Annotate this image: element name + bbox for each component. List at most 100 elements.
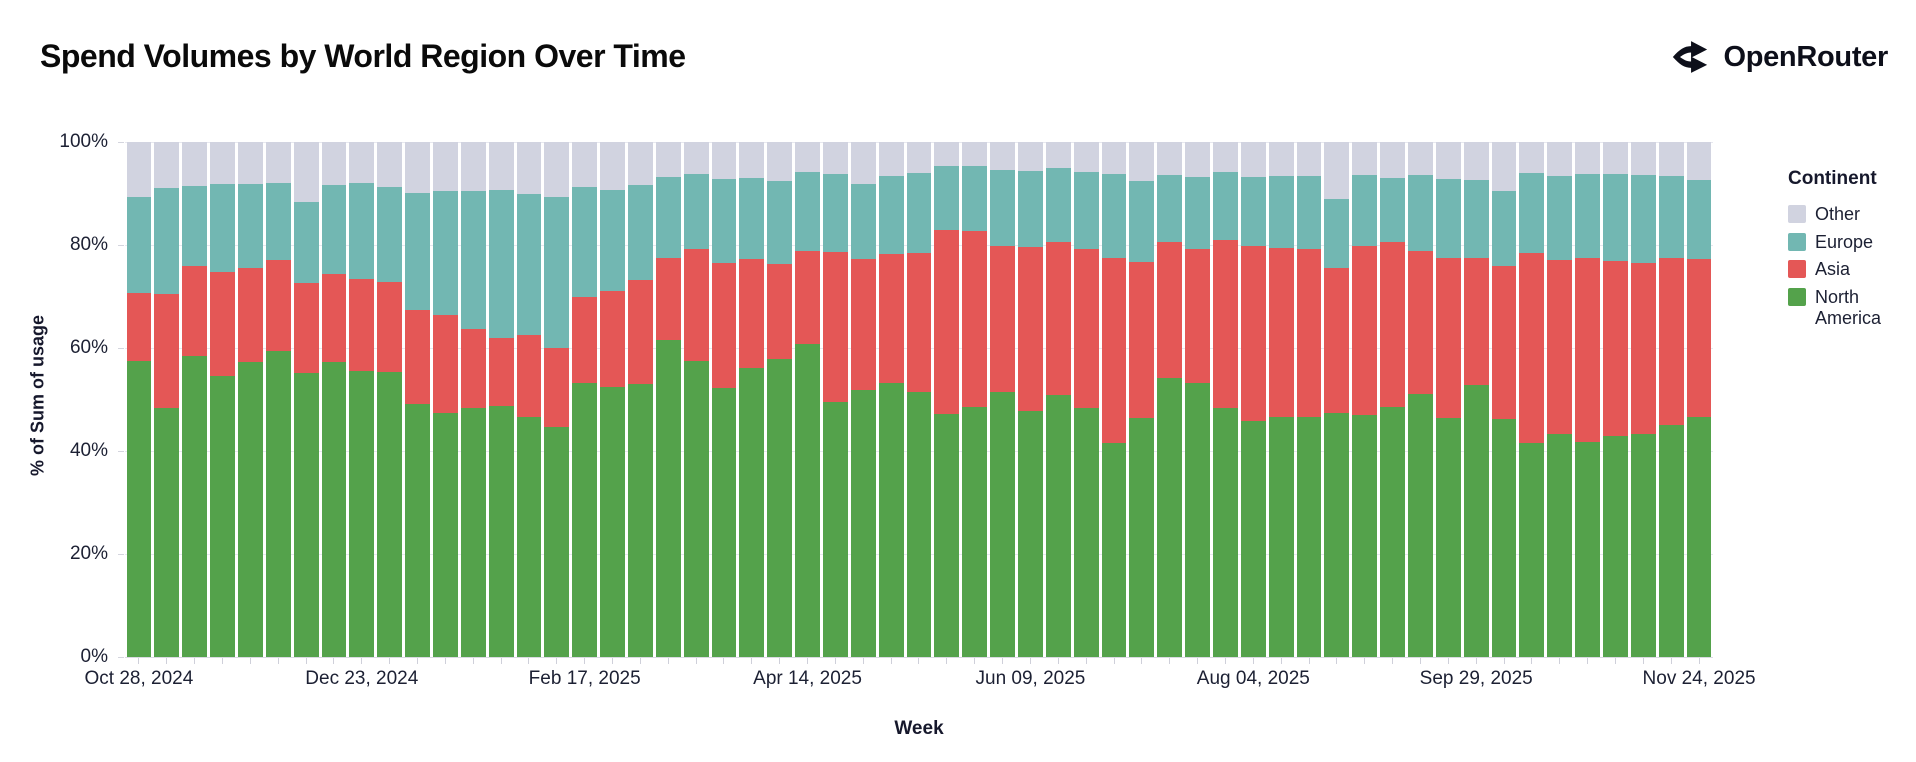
stacked-bar-may-12-2025[interactable] bbox=[906, 142, 932, 657]
bar-segment-asia[interactable] bbox=[1213, 240, 1238, 408]
bar-segment-other[interactable] bbox=[850, 142, 876, 184]
bar-segment-europe[interactable] bbox=[432, 191, 458, 315]
bar-segment-north-america[interactable] bbox=[1073, 407, 1099, 657]
bar-segment-north-america[interactable] bbox=[1575, 442, 1601, 657]
stacked-bar-dec-02-2024[interactable] bbox=[265, 142, 291, 657]
bar-segment-other[interactable] bbox=[906, 142, 932, 174]
stacked-bar-oct-28-2024[interactable] bbox=[126, 142, 152, 657]
stacked-bar-jul-28-2025[interactable] bbox=[1213, 142, 1238, 657]
bar-segment-europe[interactable] bbox=[1240, 177, 1266, 246]
bar-segment-asia[interactable] bbox=[655, 257, 681, 341]
bar-segment-north-america[interactable] bbox=[1296, 416, 1322, 657]
bar-segment-asia[interactable] bbox=[154, 293, 180, 409]
bar-segment-other[interactable] bbox=[1463, 142, 1489, 180]
bar-segment-asia[interactable] bbox=[850, 259, 876, 390]
bar-segment-other[interactable] bbox=[1658, 142, 1684, 177]
bar-segment-asia[interactable] bbox=[1268, 247, 1294, 417]
bar-segment-europe[interactable] bbox=[1073, 171, 1099, 250]
bar-segment-europe[interactable] bbox=[1185, 177, 1211, 249]
bar-segment-north-america[interactable] bbox=[126, 361, 152, 657]
bar-segment-other[interactable] bbox=[962, 142, 988, 166]
bar-segment-europe[interactable] bbox=[377, 187, 403, 283]
bar-segment-asia[interactable] bbox=[182, 265, 208, 356]
bar-segment-asia[interactable] bbox=[126, 293, 152, 362]
bar-segment-europe[interactable] bbox=[878, 176, 904, 255]
bar-segment-asia[interactable] bbox=[1129, 262, 1155, 419]
bar-segment-other[interactable] bbox=[154, 142, 180, 189]
bar-segment-asia[interactable] bbox=[265, 260, 291, 352]
bar-segment-other[interactable] bbox=[265, 142, 291, 184]
bar-segment-asia[interactable] bbox=[1491, 265, 1517, 420]
bar-segment-north-america[interactable] bbox=[349, 370, 375, 657]
stacked-bar-aug-18-2025[interactable] bbox=[1296, 142, 1322, 657]
bar-segment-asia[interactable] bbox=[600, 291, 625, 388]
bar-segment-europe[interactable] bbox=[627, 184, 653, 281]
bar-segment-asia[interactable] bbox=[1380, 242, 1406, 408]
bar-segment-europe[interactable] bbox=[711, 178, 737, 264]
bar-segment-europe[interactable] bbox=[934, 165, 960, 231]
bar-segment-asia[interactable] bbox=[544, 347, 570, 427]
bar-segment-europe[interactable] bbox=[460, 191, 486, 330]
stacked-bar-dec-23-2024[interactable] bbox=[349, 142, 375, 657]
bar-segment-asia[interactable] bbox=[1185, 248, 1211, 383]
bar-segment-north-america[interactable] bbox=[1240, 421, 1266, 657]
bar-segment-europe[interactable] bbox=[1463, 179, 1489, 259]
bar-segment-north-america[interactable] bbox=[878, 382, 904, 657]
bar-segment-north-america[interactable] bbox=[1018, 410, 1043, 657]
stacked-bar-nov-18-2024[interactable] bbox=[210, 142, 235, 657]
bar-segment-north-america[interactable] bbox=[432, 412, 458, 657]
bar-segment-asia[interactable] bbox=[1519, 252, 1545, 444]
bar-segment-north-america[interactable] bbox=[182, 355, 208, 657]
bar-segment-other[interactable] bbox=[1575, 142, 1601, 174]
stacked-bar-oct-06-2025[interactable] bbox=[1491, 142, 1517, 657]
bar-segment-asia[interactable] bbox=[1073, 249, 1099, 408]
bar-segment-north-america[interactable] bbox=[265, 351, 291, 657]
bar-segment-asia[interactable] bbox=[990, 245, 1015, 392]
bar-segment-asia[interactable] bbox=[1101, 258, 1127, 444]
bar-segment-europe[interactable] bbox=[990, 169, 1015, 246]
stacked-bar-feb-24-2025[interactable] bbox=[600, 142, 625, 657]
stacked-bar-jun-16-2025[interactable] bbox=[1045, 142, 1071, 657]
bar-segment-europe[interactable] bbox=[850, 183, 876, 260]
bar-segment-other[interactable] bbox=[795, 142, 820, 172]
bar-segment-north-america[interactable] bbox=[544, 426, 570, 657]
stacked-bar-dec-16-2024[interactable] bbox=[321, 142, 347, 657]
bar-segment-europe[interactable] bbox=[1435, 178, 1461, 259]
stacked-bar-sep-01-2025[interactable] bbox=[1352, 142, 1378, 657]
bar-segment-asia[interactable] bbox=[293, 283, 319, 374]
bar-segment-europe[interactable] bbox=[154, 188, 180, 294]
bar-segment-other[interactable] bbox=[767, 142, 793, 181]
stacked-bar-may-26-2025[interactable] bbox=[962, 142, 988, 657]
stacked-bar-aug-04-2025[interactable] bbox=[1240, 142, 1266, 657]
bar-segment-asia[interactable] bbox=[1324, 268, 1350, 413]
bar-segment-other[interactable] bbox=[516, 142, 542, 195]
bar-segment-other[interactable] bbox=[822, 142, 848, 175]
bar-segment-other[interactable] bbox=[1018, 142, 1043, 171]
bar-segment-europe[interactable] bbox=[1491, 191, 1517, 266]
bar-segment-north-america[interactable] bbox=[1352, 415, 1378, 657]
bar-segment-asia[interactable] bbox=[405, 309, 430, 404]
bar-segment-asia[interactable] bbox=[1408, 251, 1433, 395]
bar-segment-other[interactable] bbox=[182, 142, 208, 186]
bar-segment-europe[interactable] bbox=[126, 197, 152, 294]
bar-segment-other[interactable] bbox=[990, 142, 1015, 170]
bar-segment-north-america[interactable] bbox=[516, 416, 542, 657]
bar-segment-europe[interactable] bbox=[572, 186, 598, 297]
bar-segment-other[interactable] bbox=[1603, 142, 1628, 175]
bar-segment-europe[interactable] bbox=[349, 182, 375, 280]
bar-segment-other[interactable] bbox=[1380, 142, 1406, 178]
bar-segment-asia[interactable] bbox=[1658, 257, 1684, 425]
bar-segment-other[interactable] bbox=[1630, 142, 1656, 175]
bar-segment-north-america[interactable] bbox=[711, 388, 737, 657]
bar-segment-europe[interactable] bbox=[265, 183, 291, 261]
bar-segment-asia[interactable] bbox=[1435, 258, 1461, 418]
bar-segment-europe[interactable] bbox=[544, 196, 570, 348]
bar-segment-europe[interactable] bbox=[795, 171, 820, 252]
bar-segment-europe[interactable] bbox=[1157, 174, 1183, 242]
bar-segment-europe[interactable] bbox=[1408, 174, 1433, 252]
bar-segment-asia[interactable] bbox=[711, 263, 737, 389]
bar-segment-asia[interactable] bbox=[432, 314, 458, 413]
bar-segment-asia[interactable] bbox=[1463, 258, 1489, 386]
bar-segment-north-america[interactable] bbox=[1157, 377, 1183, 657]
stacked-bar-apr-14-2025[interactable] bbox=[795, 142, 820, 657]
